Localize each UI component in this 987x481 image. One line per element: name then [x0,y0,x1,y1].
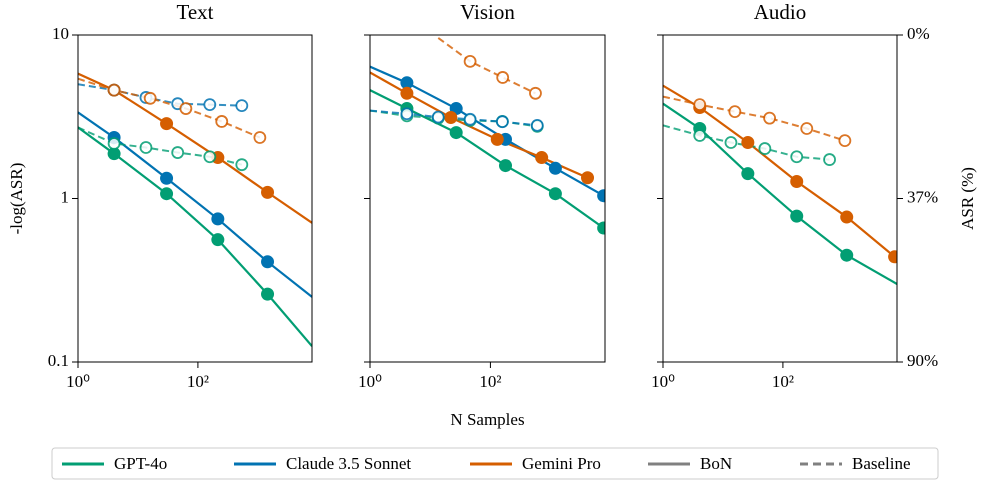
marker [741,167,755,181]
plot-area [78,72,312,347]
marker [211,233,225,247]
series-line [663,95,846,142]
x-tick-label: 10² [479,372,501,391]
marker [763,111,777,125]
marker [160,187,174,201]
marker [139,141,153,154]
x-tick-label: 10⁰ [66,372,90,391]
x-tick-label: 10⁰ [651,372,675,391]
x-tick-label: 10² [772,372,794,391]
y-tick-label: 0.1 [48,351,69,370]
x-tick-label: 10² [187,372,209,391]
marker [840,248,854,262]
marker [758,142,772,155]
marker [449,126,463,140]
axes-frame [369,34,606,363]
y-tick-label: 10 [52,24,69,43]
legend-label: GPT-4o [114,454,167,473]
marker [235,99,249,112]
marker [261,287,275,301]
marker [203,98,217,112]
panel-title: Text [176,0,213,24]
marker [823,153,836,166]
marker [888,250,897,264]
marker [179,102,193,115]
marker [211,212,225,226]
marker [107,137,121,150]
marker [800,122,814,135]
series-line [663,102,897,285]
legend-label: Baseline [852,454,911,473]
axes-frame [662,34,898,363]
marker [597,221,605,235]
marker [693,129,707,142]
marker [143,91,157,105]
marker [790,209,804,223]
marker [535,151,549,165]
marker [400,107,414,121]
marker [724,136,738,149]
series-line [78,111,312,298]
legend-label: BoN [700,454,732,473]
x-tick-label: 10⁰ [358,372,382,391]
plot-area [370,37,605,235]
marker [496,71,510,84]
marker [215,115,229,128]
axes-frame [77,34,313,363]
marker [400,76,414,90]
panel-title: Vision [460,0,515,24]
marker [693,98,707,112]
series-line [437,37,536,95]
marker [790,175,804,189]
y-tick-label: 1 [61,187,70,206]
marker [444,110,458,124]
series-line [370,65,605,197]
legend-label: Gemini Pro [522,454,601,473]
marker [235,158,249,172]
marker [498,159,512,173]
series-line [78,72,312,224]
marker [840,210,854,224]
marker [463,54,477,68]
marker [790,150,804,164]
series-line [78,77,261,139]
x-axis-label: N Samples [450,410,524,429]
marker [171,146,185,159]
marker [548,187,562,201]
marker [203,150,217,164]
marker [463,112,477,126]
y-axis-label: -log(ASR) [7,163,26,235]
marker [253,131,267,144]
marker [728,105,742,119]
marker [741,136,755,150]
marker [160,117,174,131]
marker [490,132,504,146]
series-line [370,89,605,229]
marker [530,118,544,132]
marker [548,161,562,175]
y2-axis-label: ASR (%) [958,167,977,230]
marker [581,171,595,185]
series-line [370,71,588,179]
y2-tick-label: 0% [907,24,930,43]
y2-tick-label: 90% [907,351,938,370]
marker [597,189,605,203]
series-line [78,126,312,347]
panel-title: Audio [754,0,807,24]
legend-label: Claude 3.5 Sonnet [286,454,411,473]
y2-tick-label: 37% [907,187,938,206]
marker [261,255,275,269]
marker [529,86,542,100]
marker [107,147,121,161]
marker [261,185,275,199]
marker [495,115,509,129]
marker [160,171,174,185]
marker [838,134,852,148]
marker [107,83,121,97]
plot-area [663,84,897,285]
marker [400,86,414,100]
marker [431,110,445,124]
